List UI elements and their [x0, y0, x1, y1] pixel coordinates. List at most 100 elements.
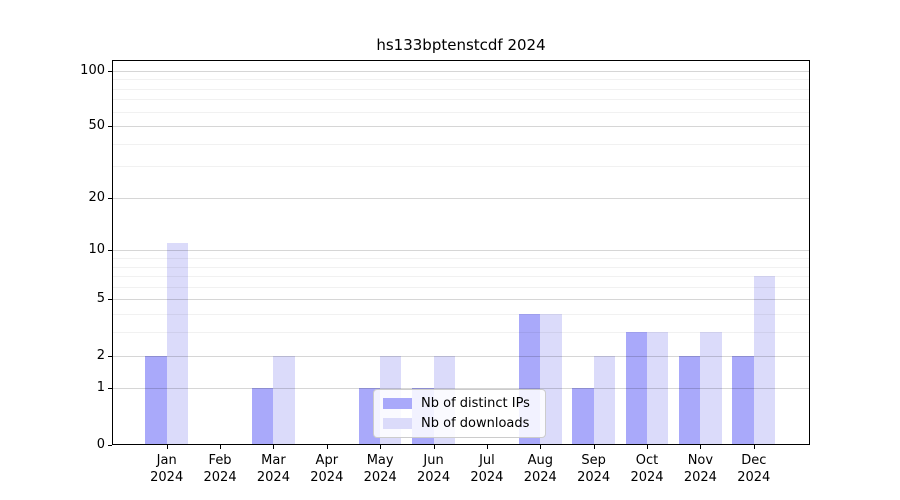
- gridline-major-10: [113, 250, 809, 252]
- legend-swatch-downloads: [383, 418, 412, 429]
- x-tick-year: 2024: [470, 469, 504, 485]
- legend-item-distinct-ips: Nb of distinct IPs: [383, 396, 536, 411]
- x-tick-label-sep: Sep 2024: [577, 452, 610, 486]
- x-tick-mark-aug: [540, 444, 542, 449]
- gridline-minor-9: [113, 257, 809, 259]
- x-tick-year: 2024: [310, 469, 344, 485]
- bar-downloads-jan: [166, 243, 188, 445]
- bar-distinct-ips-sep: [572, 388, 594, 445]
- y-tick-label-100: 100: [80, 62, 105, 78]
- y-tick-label-1: 1: [96, 380, 105, 396]
- legend: Nb of distinct IPs Nb of downloads: [373, 389, 546, 438]
- x-tick-mark-sep: [593, 444, 595, 449]
- gridline-minor-8: [113, 266, 809, 268]
- x-tick-month: May: [366, 452, 394, 468]
- x-tick-label-jul: Jul 2024: [470, 452, 503, 486]
- bar-downloads-mar: [273, 355, 295, 445]
- x-tick-label-mar: Mar 2024: [257, 452, 290, 486]
- gridline-major-2: [113, 355, 809, 357]
- x-tick-label-nov: Nov 2024: [684, 452, 717, 486]
- gridline-minor-6: [113, 286, 809, 288]
- x-tick-mark-jul: [486, 444, 488, 449]
- bar-distinct-ips-dec: [732, 355, 754, 445]
- x-tick-month: Sep: [581, 452, 606, 468]
- x-tick-month: Mar: [261, 452, 286, 468]
- x-tick-mark-nov: [700, 444, 702, 449]
- x-tick-mark-jun: [433, 444, 435, 449]
- x-tick-label-may: May 2024: [364, 452, 397, 486]
- x-tick-month: Nov: [687, 452, 714, 468]
- x-tick-month: Oct: [635, 452, 659, 468]
- y-tick-label-2: 2: [96, 347, 105, 363]
- y-tick-mark-100: [108, 70, 112, 72]
- x-tick-month: Aug: [527, 452, 553, 468]
- y-tick-label-10: 10: [88, 242, 105, 258]
- y-tick-mark-50: [108, 126, 112, 127]
- x-tick-mark-dec: [753, 444, 755, 449]
- gridline-minor-30: [113, 166, 809, 168]
- y-tick-label-20: 20: [88, 189, 105, 205]
- x-tick-mark-apr: [326, 444, 328, 449]
- x-tick-month: Jul: [479, 452, 495, 468]
- legend-swatch-distinct-ips: [383, 398, 412, 409]
- bar-downloads-nov: [700, 332, 722, 445]
- x-tick-year: 2024: [203, 469, 237, 485]
- gridline-major-50: [113, 126, 809, 127]
- x-tick-mark-jan: [166, 444, 168, 449]
- x-tick-label-jan: Jan 2024: [150, 452, 183, 486]
- y-tick-label-5: 5: [96, 291, 105, 307]
- bar-distinct-ips-oct: [625, 332, 648, 445]
- y-tick-mark-2: [108, 355, 112, 357]
- gridline-minor-3: [113, 332, 809, 334]
- x-tick-year: 2024: [737, 469, 771, 485]
- x-tick-mark-mar: [273, 444, 275, 449]
- x-tick-label-aug: Aug 2024: [524, 452, 557, 486]
- x-tick-mark-oct: [647, 444, 649, 449]
- legend-label-downloads: Nb of downloads: [421, 416, 530, 431]
- y-tick-mark-10: [108, 250, 112, 252]
- x-tick-label-jun: Jun 2024: [417, 452, 450, 486]
- gridline-major-1: [113, 388, 809, 390]
- bar-distinct-ips-mar: [252, 388, 274, 445]
- x-tick-year: 2024: [577, 469, 611, 485]
- x-tick-year: 2024: [363, 469, 397, 485]
- x-tick-label-dec: Dec 2024: [737, 452, 770, 486]
- x-tick-mark-may: [380, 444, 382, 449]
- bar-downloads-oct: [647, 332, 669, 445]
- legend-label-distinct-ips: Nb of distinct IPs: [421, 396, 530, 411]
- y-tick-label-0: 0: [96, 436, 105, 452]
- gridline-major-5: [113, 299, 809, 301]
- legend-item-downloads: Nb of downloads: [383, 416, 536, 431]
- x-tick-month: Jan: [156, 452, 177, 468]
- y-tick-label-50: 50: [88, 118, 105, 133]
- gridline-minor-70: [113, 99, 809, 101]
- x-tick-month: Dec: [741, 452, 767, 468]
- x-tick-year: 2024: [523, 469, 557, 485]
- x-tick-month: Feb: [208, 452, 232, 468]
- x-tick-year: 2024: [150, 469, 184, 485]
- gridline-minor-4: [113, 314, 809, 316]
- x-tick-month: Jun: [423, 452, 444, 468]
- x-tick-label-feb: Feb 2024: [204, 452, 237, 486]
- gridline-minor-7: [113, 276, 809, 278]
- chart-title: hs133bptenstcdf 2024: [376, 36, 546, 54]
- y-tick-mark-20: [108, 197, 112, 199]
- gridline-minor-60: [113, 111, 809, 113]
- bar-downloads-dec: [753, 276, 776, 445]
- bar-distinct-ips-nov: [679, 355, 701, 445]
- bar-downloads-sep: [593, 355, 615, 445]
- gridline-minor-40: [113, 143, 809, 145]
- x-tick-month: Apr: [315, 452, 339, 468]
- bar-distinct-ips-jan: [145, 355, 167, 445]
- y-tick-mark-5: [108, 299, 112, 301]
- x-tick-year: 2024: [256, 469, 290, 485]
- gridline-minor-90: [113, 79, 809, 81]
- gridline-major-20: [113, 197, 809, 199]
- x-tick-year: 2024: [630, 469, 664, 485]
- y-tick-mark-1: [108, 388, 112, 390]
- gridline-minor-80: [113, 88, 809, 90]
- x-tick-label-apr: Apr 2024: [310, 452, 343, 486]
- x-tick-year: 2024: [683, 469, 717, 485]
- x-tick-year: 2024: [417, 469, 451, 485]
